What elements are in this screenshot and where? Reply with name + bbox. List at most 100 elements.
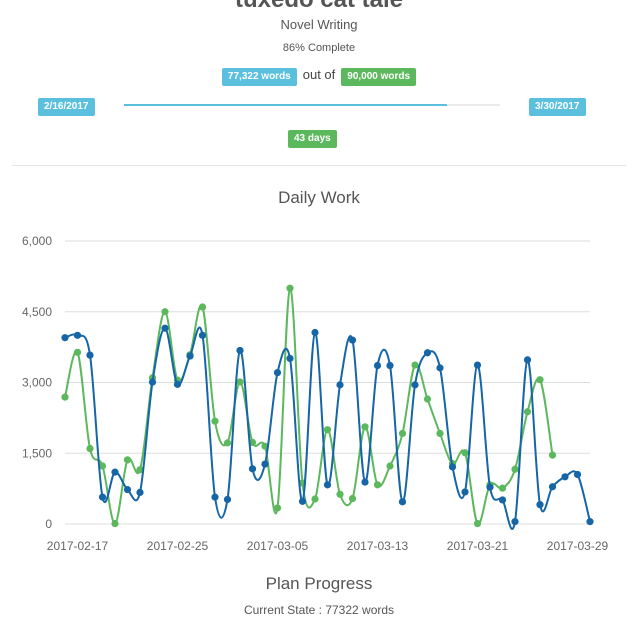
data-point-plan [223, 439, 232, 447]
words-goal-badge: 90,000 words [341, 68, 417, 86]
data-point-plan [548, 451, 557, 459]
data-point-plan [73, 348, 82, 356]
data-point-actual [236, 346, 244, 355]
daily-work-chart: 0 1,500 3,000 4,500 6,000 2017-02-17 2017-02-… [22, 234, 609, 553]
data-point-plan [236, 378, 244, 386]
out-of-label: out of [302, 67, 336, 82]
data-point-plan [473, 519, 482, 528]
data-point-actual [436, 364, 444, 372]
data-point-plan [323, 426, 332, 434]
words-done-badge: 77,322 words [221, 68, 297, 86]
data-point-actual [223, 495, 232, 504]
data-point-actual [286, 354, 294, 363]
data-point-actual [386, 361, 394, 370]
y-tick-label: 4,500 [22, 305, 52, 319]
data-point-actual [136, 488, 144, 496]
data-point-plan [61, 393, 69, 401]
divider [12, 165, 626, 166]
data-point-actual [111, 468, 119, 476]
data-point-plan [86, 444, 94, 453]
data-point-plan [461, 449, 469, 457]
data-point-actual [561, 473, 569, 481]
data-point-actual [348, 336, 357, 344]
x-tick-label: 2017-03-21 [447, 539, 509, 553]
data-point-plan [436, 429, 444, 438]
data-point-plan [386, 462, 394, 470]
x-axis-labels: 2017-02-17 2017-02-25 2017-03-05 2017-03-13… [47, 539, 609, 553]
data-point-actual [548, 483, 557, 491]
x-tick-label: 2017-02-17 [47, 539, 109, 553]
x-tick-label: 2017-03-05 [247, 539, 309, 553]
data-point-actual [336, 381, 344, 389]
plan-progress-title: Plan Progress [265, 574, 373, 593]
plan-title: tuxedo cat tale [0, 0, 638, 14]
data-point-plan [198, 303, 207, 311]
y-tick-label: 6,000 [22, 234, 52, 248]
data-point-plan [98, 462, 107, 470]
data-point-actual [523, 356, 532, 364]
data-point-plan [511, 465, 519, 473]
data-point-plan [286, 284, 294, 292]
data-point-actual [123, 485, 132, 494]
data-point-actual [173, 380, 182, 388]
data-point-actual [198, 331, 207, 339]
data-point-plan [523, 408, 532, 416]
data-point-actual [148, 378, 157, 386]
data-point-actual [373, 361, 382, 370]
data-point-actual [423, 349, 432, 357]
data-point-plan [136, 466, 144, 474]
data-point-actual [573, 470, 582, 479]
percent-complete: 86% Complete [282, 42, 356, 54]
data-point-actual [461, 488, 469, 496]
data-point-actual [311, 328, 319, 337]
current-state: Current State : 77322 words [243, 603, 395, 617]
data-point-actual [61, 334, 69, 342]
data-point-actual [86, 351, 94, 359]
start-date-badge: 2/16/2017 [38, 98, 95, 116]
data-point-plan [498, 484, 507, 492]
data-point-actual [323, 481, 332, 489]
data-point-actual [261, 460, 269, 468]
plan-category: Novel Writing [280, 17, 358, 32]
data-point-plan [211, 417, 219, 425]
x-tick-label: 2017-02-25 [147, 539, 209, 553]
data-point-actual [411, 381, 419, 389]
data-point-plan [161, 308, 169, 316]
word-count-row: 77,322 words out of 90,000 words [0, 67, 638, 86]
data-point-actual [98, 493, 107, 501]
data-point-plan [336, 490, 344, 498]
data-point-actual [473, 361, 482, 369]
chart-title: Daily Work [278, 188, 360, 207]
data-point-actual [361, 478, 369, 486]
data-point-plan [123, 456, 132, 464]
data-point-actual [248, 465, 257, 473]
data-point-plan [411, 361, 419, 369]
data-point-plan [373, 481, 382, 489]
data-point-actual [73, 331, 82, 339]
data-point-plan [273, 504, 282, 512]
y-tick-label: 3,000 [22, 376, 52, 390]
data-point-actual [448, 463, 457, 471]
data-point-actual [536, 501, 544, 509]
data-point-actual [298, 497, 307, 505]
data-point-actual [586, 518, 594, 526]
y-tick-label: 0 [45, 517, 52, 531]
progress-fill [124, 104, 448, 106]
data-point-plan [311, 495, 319, 503]
data-point-plan [536, 376, 544, 384]
data-point-plan [361, 423, 369, 431]
series-group [61, 284, 594, 530]
data-point-actual [161, 324, 169, 332]
data-point-actual [511, 518, 519, 526]
data-point-plan [248, 438, 257, 447]
end-date-badge: 3/30/2017 [529, 98, 586, 116]
data-point-plan [348, 494, 357, 503]
y-axis-labels: 0 1,500 3,000 4,500 6,000 [22, 234, 52, 531]
y-tick-label: 1,500 [22, 446, 52, 460]
data-point-actual [486, 483, 494, 491]
data-point-actual [498, 496, 507, 504]
data-point-actual [211, 493, 219, 501]
data-point-actual [273, 368, 282, 377]
x-tick-label: 2017-03-29 [547, 539, 609, 553]
days-badge: 43 days [288, 130, 337, 148]
